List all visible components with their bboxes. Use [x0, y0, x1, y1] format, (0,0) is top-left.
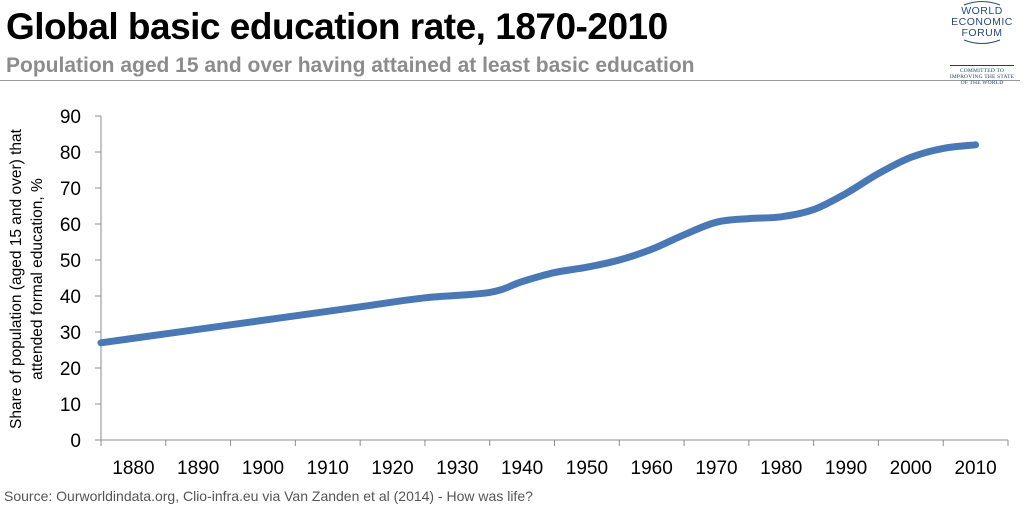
x-tick-label: 2000: [890, 458, 932, 479]
x-tick-label: 1930: [436, 458, 478, 479]
x-tick-label: 1920: [371, 458, 413, 479]
logo-arc-icon: [963, 1, 1001, 6]
logo-line-1: WORLD: [961, 5, 1003, 17]
x-tick-label: 1880: [112, 458, 154, 479]
x-tick-label: 1960: [631, 458, 673, 479]
x-tick-label: 2010: [954, 458, 996, 479]
logo-line-3: FORUM: [961, 27, 1003, 39]
series-layer: [97, 141, 980, 347]
chart-title: Global basic education rate, 1870-2010: [6, 6, 668, 47]
y-tick-label: 80: [60, 143, 81, 164]
logo-tagline-3: OF THE WORLD: [960, 80, 1004, 86]
tick-labels: 0 10 20 30 40 50 60 70 80 90 1880 1890 1900 1910 1920 1…: [60, 107, 997, 479]
source-note: Source: Ourworldindata.org, Clio-infra.e…: [4, 488, 533, 504]
x-tick-label: 1970: [695, 458, 737, 479]
x-tick-label: 1980: [760, 458, 802, 479]
chart-subtitle: Population aged 15 and over having attai…: [6, 54, 695, 77]
y-tick-label: 20: [60, 359, 81, 380]
logo-rule: [950, 65, 1014, 66]
logo-arc-bottom-icon: [963, 39, 1001, 44]
y-tick-label: 10: [60, 395, 81, 416]
logo-tagline-1: COMMITTED TO: [959, 68, 1005, 74]
wef-logo: WORLD ECONOMIC FORUM COMMITTED TO IMPROV…: [940, 0, 1024, 90]
axes: [95, 115, 1009, 446]
y-tick-label: 40: [60, 287, 81, 308]
x-tick-label: 1950: [566, 458, 608, 479]
x-tick-label: 1940: [501, 458, 543, 479]
y-tick-label: 0: [70, 431, 81, 452]
title-divider: [0, 80, 1020, 81]
y-tick-label: 90: [60, 107, 81, 128]
x-tick-label: 1900: [242, 458, 284, 479]
x-tick-label: 1910: [307, 458, 349, 479]
series-line: [97, 141, 980, 347]
logo-line-2: ECONOMIC: [951, 16, 1013, 28]
y-tick-label: 60: [60, 215, 81, 236]
y-tick-label: 50: [60, 251, 81, 272]
y-tick-label: 70: [60, 179, 81, 200]
y-tick-label: 30: [60, 323, 81, 344]
x-tick-label: 1890: [177, 458, 219, 479]
logo-tagline-2: IMPROVING THE STATE: [949, 74, 1015, 80]
x-tick-label: 1990: [825, 458, 867, 479]
